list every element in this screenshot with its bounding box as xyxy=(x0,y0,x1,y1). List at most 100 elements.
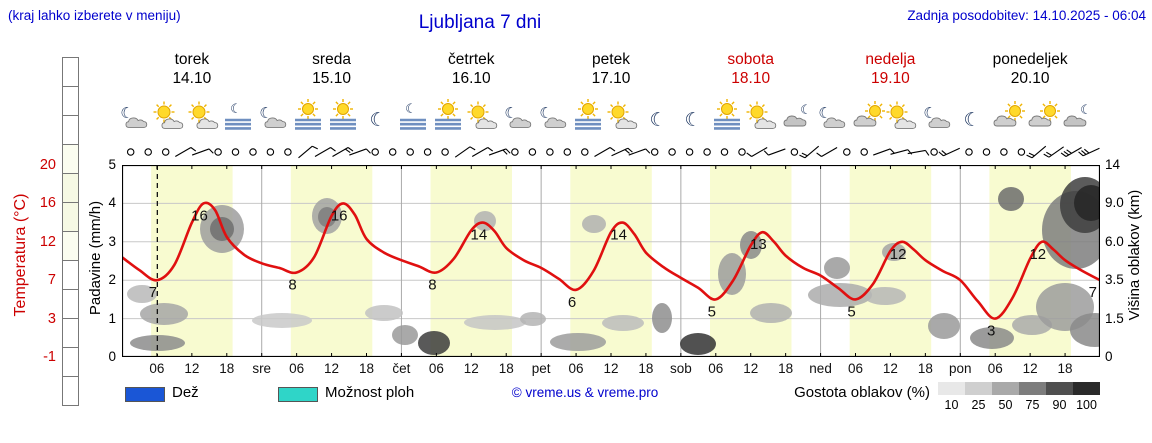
sun-cloud-icon xyxy=(186,100,222,136)
daylight-band xyxy=(849,165,932,357)
temperature-point-label: 16 xyxy=(191,207,208,224)
calm-wind-icon xyxy=(650,148,659,156)
moon-cloud-icon: ☾ xyxy=(919,100,955,136)
sun-cloud-icon xyxy=(151,100,187,136)
temperature-point-label: 5 xyxy=(847,303,855,320)
day-header: sobota 18.10 xyxy=(676,50,826,88)
wind-barb-icon xyxy=(1026,145,1047,159)
cloud-density-legend-label: Gostota oblakov (%) xyxy=(794,384,930,401)
x-axis-tick-label: 12 xyxy=(184,361,200,376)
cloud-density-blob xyxy=(998,187,1024,211)
temperature-point-label: 7 xyxy=(1089,284,1097,301)
x-axis-tick-label: 18 xyxy=(778,361,794,376)
calm-wind-icon xyxy=(371,148,379,156)
calm-wind-icon xyxy=(1017,148,1026,156)
wind-barb-icon xyxy=(454,146,476,158)
wind-barb-icon xyxy=(816,147,838,157)
sun-cloud-icon xyxy=(744,100,780,136)
wind-barb-icon xyxy=(1043,146,1064,158)
menu-hint-text: (kraj lahko izberete v meniju) xyxy=(8,8,181,23)
calm-wind-icon xyxy=(563,148,572,156)
colorbar-cell xyxy=(62,347,79,377)
calm-wind-icon xyxy=(144,148,152,156)
fog-sun-icon xyxy=(290,99,326,136)
cloud-moon-icon: ☾ xyxy=(779,100,815,136)
cloud-sun-icon xyxy=(849,100,886,136)
x-axis-tick-label: 06 xyxy=(428,361,444,376)
day-date: 19.10 xyxy=(871,70,910,87)
weather-icons-row: ☾ ☾ ☾ ☾ ☾ ☾ ☾ ☾ ☾ ☾ ☾ ☾ ☾ ☾ xyxy=(0,96,1152,140)
wind-barb-icon xyxy=(873,148,895,156)
calm-wind-icon xyxy=(528,148,537,156)
day-date: 15.10 xyxy=(312,70,351,87)
cloud-density-blob xyxy=(718,253,746,295)
fog-sun-icon xyxy=(570,99,606,136)
cloud-density-blob xyxy=(252,313,312,328)
day-name: nedelja xyxy=(865,51,916,68)
meteogram-plot: 7 16 8 16 8 14 6 14 5 13 5 12 3 12 7 xyxy=(122,165,1100,357)
x-axis-tick-label: 12 xyxy=(603,361,619,376)
calm-wind-icon xyxy=(1000,148,1008,156)
x-axis-tick-label: pet xyxy=(531,361,551,376)
cloud-density-blob xyxy=(680,333,716,355)
svg-text:☾: ☾ xyxy=(1080,103,1092,118)
calm-wind-icon xyxy=(546,148,554,156)
plot-border xyxy=(122,165,1100,357)
wind-barb-icon xyxy=(191,148,214,156)
day-name: petek xyxy=(592,51,630,68)
x-axis-tick-label: ned xyxy=(809,361,832,376)
calm-wind-icon xyxy=(511,148,519,156)
wind-barb-icon xyxy=(746,147,768,157)
svg-text:☾: ☾ xyxy=(504,104,517,122)
cloud-density-scale xyxy=(938,382,1100,395)
wind-barb-icon xyxy=(332,147,354,157)
tick-label: 12 xyxy=(39,233,56,250)
calm-wind-icon xyxy=(790,148,799,156)
svg-text:☾: ☾ xyxy=(649,109,666,131)
x-axis-tick-label: čet xyxy=(392,361,411,376)
moon-cloud-icon: ☾ xyxy=(500,100,536,136)
precipitation-axis-label: Padavine (mm/h) xyxy=(87,200,104,316)
wind-barb-icon xyxy=(938,147,960,157)
calm-wind-icon xyxy=(720,148,729,156)
cloud-density-blob xyxy=(140,303,188,325)
cloud-density-scale-labels: 10 25 50 75 90 100 xyxy=(938,398,1100,412)
calm-wind-icon xyxy=(860,148,868,156)
cloud-density-scale-value: 75 xyxy=(1025,398,1040,412)
calm-wind-icon xyxy=(249,148,257,156)
moon-icon: ☾ xyxy=(675,100,711,136)
tick-label: 7 xyxy=(47,272,56,289)
svg-text:☾: ☾ xyxy=(923,104,936,122)
svg-text:☾: ☾ xyxy=(260,104,273,122)
cloud-density-blob xyxy=(550,333,606,351)
temperature-axis-label: Temperatura (°C) xyxy=(12,193,29,317)
copyright-text: © vreme.us & vreme.pro xyxy=(511,385,659,400)
svg-text:☾: ☾ xyxy=(818,104,831,122)
day-date: 14.10 xyxy=(172,70,212,87)
cloud-moon-icon: ☾ xyxy=(1059,100,1095,136)
daylight-band xyxy=(151,165,233,357)
moon-cloud-icon: ☾ xyxy=(535,100,571,136)
showers-legend-swatch xyxy=(278,387,318,402)
cloud-sun-icon xyxy=(1024,100,1060,136)
x-axis-tick-label: 06 xyxy=(568,361,584,376)
calm-wind-icon xyxy=(965,148,973,156)
tick-label: 16 xyxy=(39,195,56,212)
svg-text:☾: ☾ xyxy=(539,104,552,122)
calm-wind-icon xyxy=(581,148,589,156)
svg-text:☾: ☾ xyxy=(963,109,980,131)
wind-barb-icon xyxy=(890,149,913,155)
x-axis-tick-label: 18 xyxy=(1057,361,1073,376)
x-axis-tick-label: 06 xyxy=(289,361,305,376)
calm-wind-icon xyxy=(406,148,414,156)
day-name: ponedeljek xyxy=(992,51,1068,68)
wind-barb-icon xyxy=(763,148,786,156)
tick-label: 4 xyxy=(108,195,116,211)
x-axis-tick-label: sre xyxy=(252,361,272,376)
wind-barb-icon xyxy=(471,147,494,157)
temperature-point-label: 16 xyxy=(331,207,348,224)
colorbar-cell xyxy=(62,376,79,406)
x-axis-tick-label: 06 xyxy=(149,361,165,376)
x-axis-tick-label: 12 xyxy=(324,361,340,376)
moon-icon: ☾ xyxy=(954,100,990,136)
